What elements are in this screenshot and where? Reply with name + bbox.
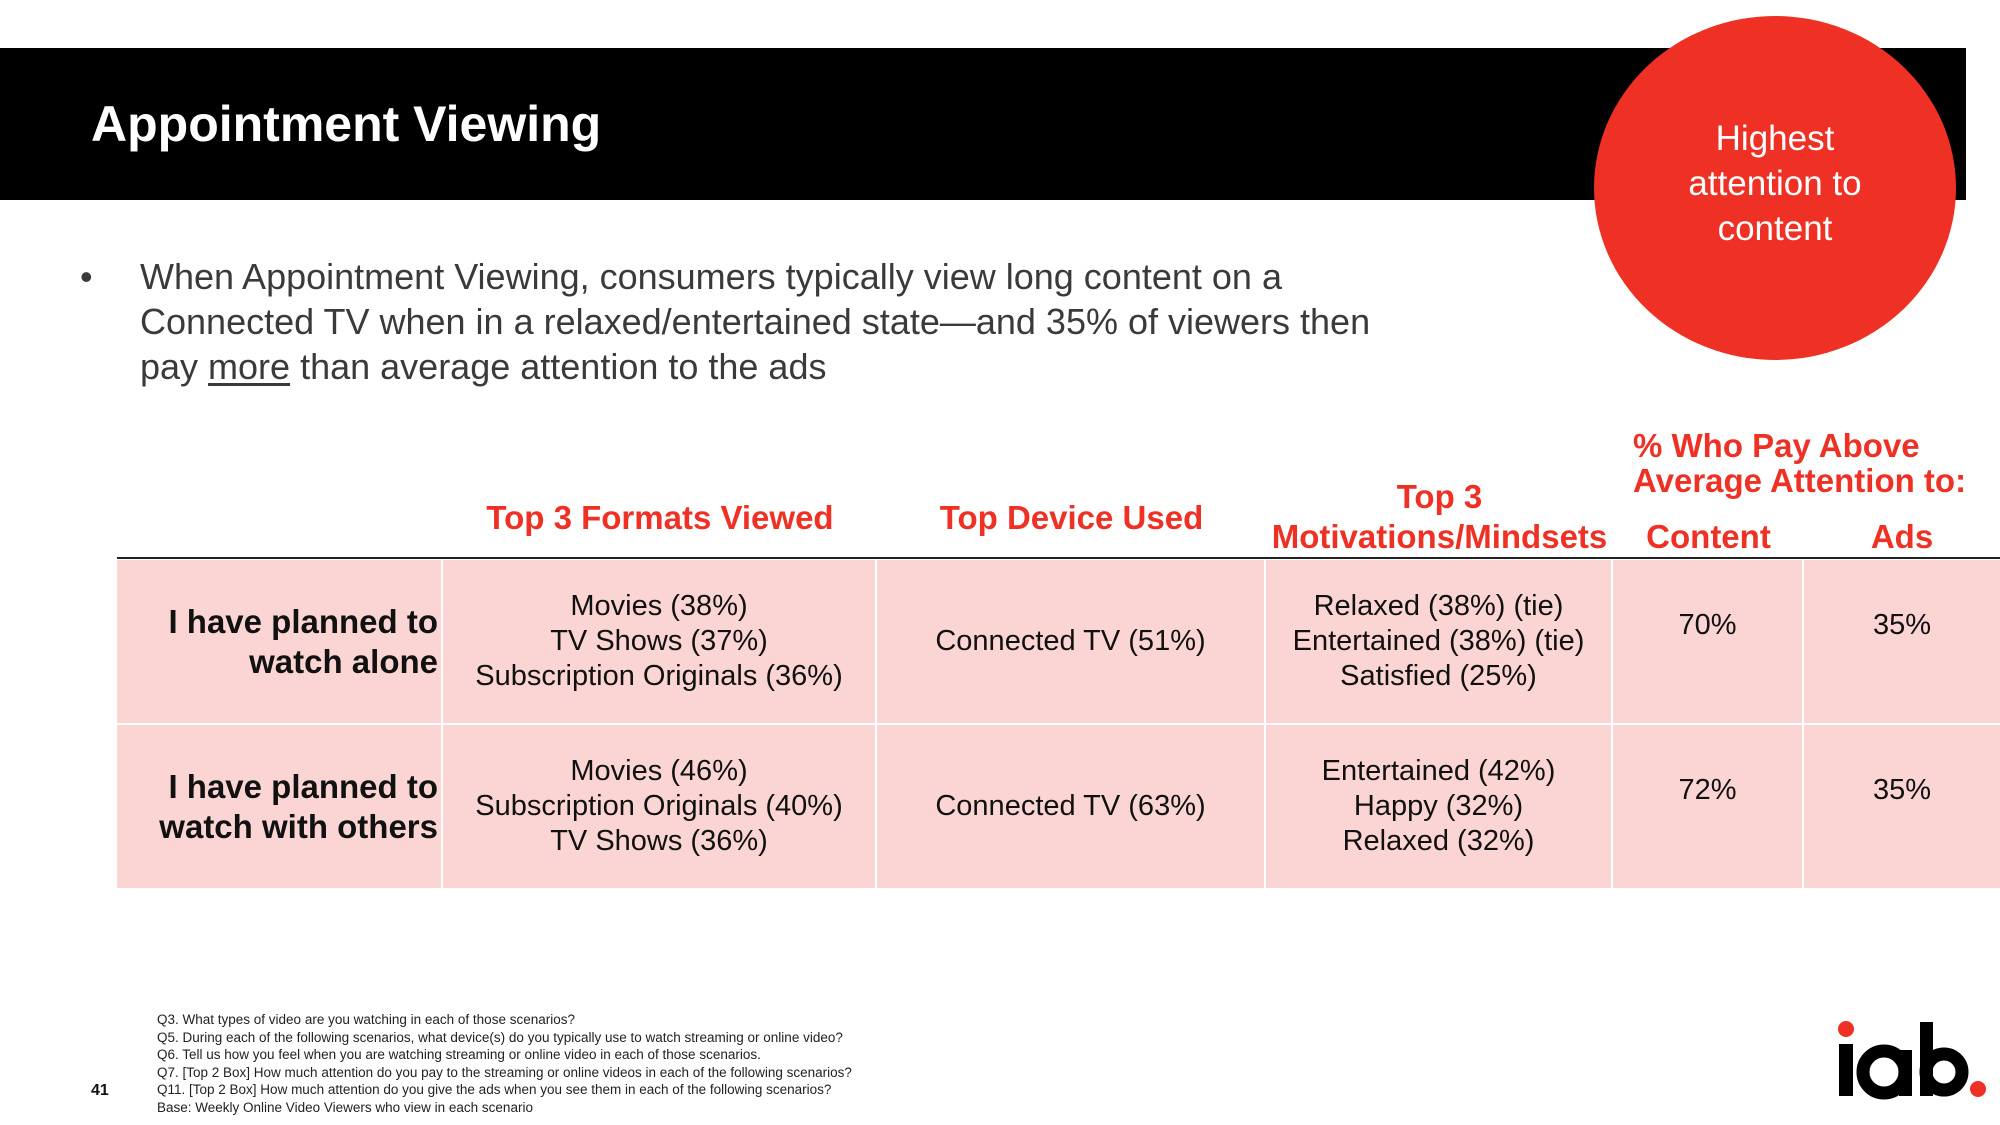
- footnote-line: Base: Weekly Online Video Viewers who vi…: [157, 1099, 533, 1115]
- format-item: Subscription Originals (40%): [475, 790, 843, 822]
- format-item: TV Shows (36%): [550, 825, 768, 857]
- motivations-cell: Relaxed (38%) (tie) Entertained (38%) (t…: [1266, 560, 1613, 723]
- ads-attention-value: 35%: [1872, 774, 1932, 806]
- header-content: Content: [1646, 518, 1771, 555]
- summary-bullet-text: When Appointment Viewing, consumers typi…: [140, 254, 1380, 389]
- footnotes: Q3. What types of video are you watching…: [157, 1011, 1057, 1117]
- formats-cell: Movies (46%) Subscription Originals (40%…: [443, 725, 877, 888]
- motivation-item: Entertained (42%): [1321, 755, 1556, 787]
- bullet-text-start: When Appointment Viewing, consumers typi…: [140, 256, 1371, 387]
- device-value: Connected TV (51%): [935, 625, 1206, 657]
- header-motivations: Top 3 Motivations/Mindsets: [1266, 477, 1613, 557]
- footnote-line: Q11. [Top 2 Box] How much attention do y…: [157, 1082, 832, 1098]
- slide-title: Appointment Viewing: [91, 96, 602, 152]
- row-label: I have planned to watch with others: [117, 725, 443, 888]
- bullet-dot-icon: •: [80, 256, 93, 297]
- row-label-line2: watch with others: [159, 807, 438, 845]
- page-number: 41: [91, 1082, 109, 1099]
- footnote-line: Q6. Tell us how you feel when you are wa…: [157, 1047, 761, 1063]
- device-cell: Connected TV (51%): [877, 560, 1266, 723]
- header-ads: Ads: [1870, 518, 1934, 555]
- row-label-line1: I have planned to: [168, 767, 438, 805]
- motivations-cell: Entertained (42%) Happy (32%) Relaxed (3…: [1266, 725, 1613, 888]
- bullet-text-end: than average attention to the ads: [290, 346, 827, 387]
- row-label-line2: watch alone: [249, 642, 438, 680]
- header-attention-line1: % Who Pay Above: [1633, 427, 1920, 464]
- table-row: I have planned to watch with others Movi…: [117, 725, 2000, 888]
- footnote-line: Q5. During each of the following scenari…: [157, 1029, 843, 1045]
- row-label-line1: I have planned to: [168, 602, 438, 640]
- callout-text: Highest attention to content: [1688, 118, 1862, 248]
- iab-logo-icon: [1838, 1021, 1986, 1100]
- header-attention-group: % Who Pay Above Average Attention to:: [1633, 428, 1966, 498]
- motivation-item: Satisfied (25%): [1340, 660, 1537, 692]
- device-value: Connected TV (63%): [935, 790, 1206, 822]
- footnote-line: Q7. [Top 2 Box] How much attention do yo…: [157, 1064, 852, 1080]
- format-item: TV Shows (37%): [550, 625, 768, 657]
- highlight-callout-circle: Highest attention to content: [1594, 16, 1956, 360]
- content-attention-value: 70%: [1678, 609, 1737, 641]
- ads-attention-cell: 35%: [1804, 560, 2000, 723]
- content-attention-cell: 70%: [1613, 560, 1804, 723]
- content-attention-cell: 72%: [1613, 725, 1804, 888]
- row-label: I have planned to watch alone: [117, 560, 443, 723]
- footnote-line: Q3. What types of video are you watching…: [157, 1012, 575, 1027]
- bullet-text-emphasis: more: [208, 346, 291, 387]
- header-motivations-line2: Motivations/Mindsets: [1271, 518, 1608, 555]
- content-attention-value: 72%: [1678, 774, 1737, 806]
- header-formats: Top 3 Formats Viewed: [486, 499, 834, 536]
- header-attention-line2: Average Attention to:: [1633, 462, 1967, 499]
- format-item: Movies (46%): [570, 755, 748, 787]
- summary-bullet: • When Appointment Viewing, consumers ty…: [80, 254, 1380, 389]
- motivation-item: Happy (32%): [1353, 790, 1524, 822]
- header-device: Top Device Used: [939, 499, 1204, 536]
- motivation-item: Relaxed (32%): [1342, 825, 1535, 857]
- ads-attention-cell: 35%: [1804, 725, 2000, 888]
- formats-cell: Movies (38%) TV Shows (37%) Subscription…: [443, 560, 877, 723]
- format-item: Movies (38%): [570, 590, 748, 622]
- format-item: Subscription Originals (36%): [475, 660, 843, 692]
- ads-attention-value: 35%: [1872, 609, 1932, 641]
- motivation-item: Relaxed (38%) (tie): [1313, 590, 1564, 622]
- motivation-item: Entertained (38%) (tie): [1292, 625, 1585, 657]
- table-header-rule: [117, 557, 2000, 559]
- header-motivations-line1: Top 3: [1396, 478, 1483, 515]
- table-row: I have planned to watch alone Movies (38…: [117, 560, 2000, 723]
- device-cell: Connected TV (63%): [877, 725, 1266, 888]
